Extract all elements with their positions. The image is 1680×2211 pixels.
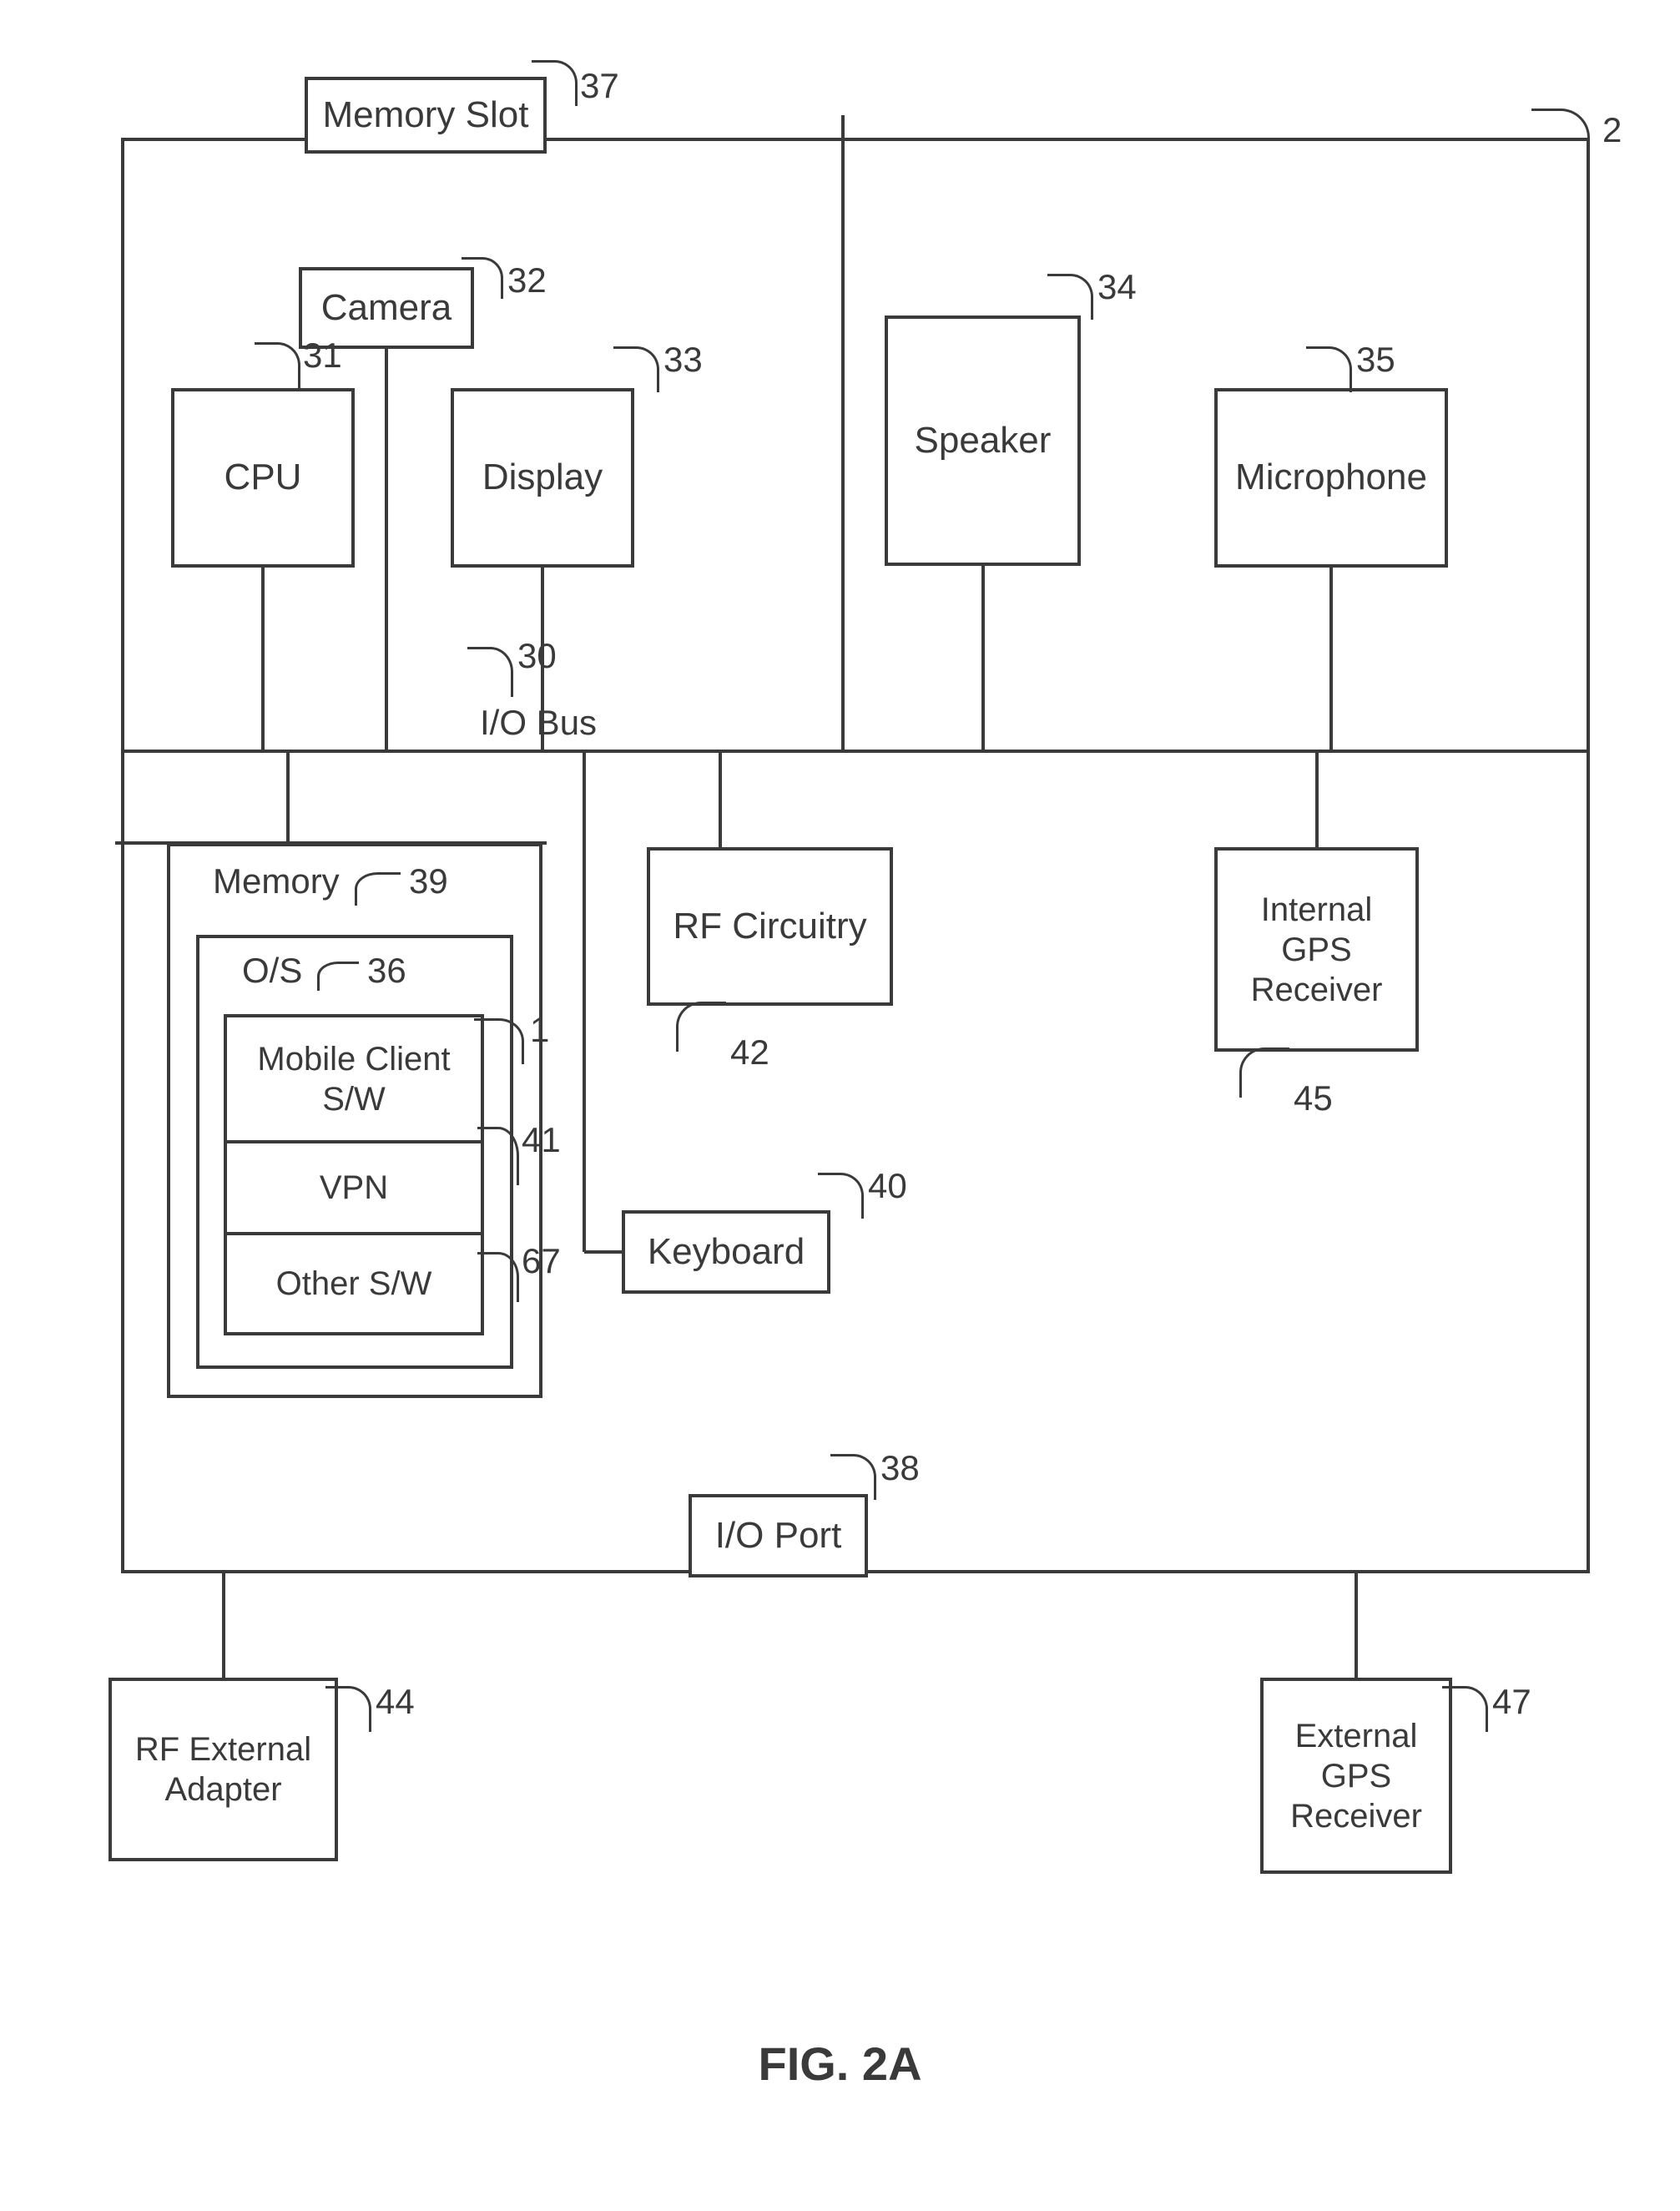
ref-label: 37 xyxy=(580,68,619,103)
ref-label: Memory xyxy=(213,864,340,899)
ref-label: 39 xyxy=(409,864,448,899)
internal-gps-box: Internal GPS Receiver xyxy=(1214,847,1419,1052)
rf-circuitry-box: RF Circuitry xyxy=(647,847,893,1006)
memory-slot-box: Memory Slot xyxy=(305,77,547,154)
ref-label: O/S xyxy=(242,953,302,988)
ref-label: 47 xyxy=(1492,1684,1531,1719)
diagram-canvas: 2I/O Bus30Memory Slot37Camera32CPU31Disp… xyxy=(0,0,1680,2211)
external-gps-box: External GPS Receiver xyxy=(1260,1678,1452,1874)
figure-caption: FIG. 2A xyxy=(0,2037,1680,2091)
ref-label: 34 xyxy=(1097,270,1137,305)
ref-label: 36 xyxy=(367,953,406,988)
keyboard-box: Keyboard xyxy=(622,1210,830,1294)
ref-label: 67 xyxy=(522,1244,561,1279)
ref-label: 1 xyxy=(530,1012,549,1047)
ref-label: I/O Bus xyxy=(480,705,597,740)
io-port-box: I/O Port xyxy=(689,1494,868,1577)
ref-label: 32 xyxy=(507,263,547,298)
rf-external-adapter-box: RF External Adapter xyxy=(108,1678,338,1861)
memory-stack-item: Mobile Client S/W xyxy=(224,1014,484,1143)
ref-label: 40 xyxy=(868,1169,907,1204)
cpu-box: CPU xyxy=(171,388,355,568)
display-box: Display xyxy=(451,388,634,568)
speaker-box: Speaker xyxy=(885,315,1081,566)
ref-label: 35 xyxy=(1356,342,1395,377)
ref-label: 45 xyxy=(1294,1081,1333,1116)
ref-label: 31 xyxy=(303,338,342,373)
memory-stack-item: VPN xyxy=(224,1143,484,1235)
ref-label: 30 xyxy=(517,639,557,674)
ref-label: 2 xyxy=(1602,113,1622,148)
memory-stack-item: Other S/W xyxy=(224,1235,484,1335)
microphone-box: Microphone xyxy=(1214,388,1448,568)
ref-label: 41 xyxy=(522,1123,561,1158)
ref-label: 33 xyxy=(663,342,703,377)
ref-label: 44 xyxy=(376,1684,415,1719)
ref-label: 38 xyxy=(880,1451,920,1486)
ref-label: 42 xyxy=(730,1035,769,1070)
